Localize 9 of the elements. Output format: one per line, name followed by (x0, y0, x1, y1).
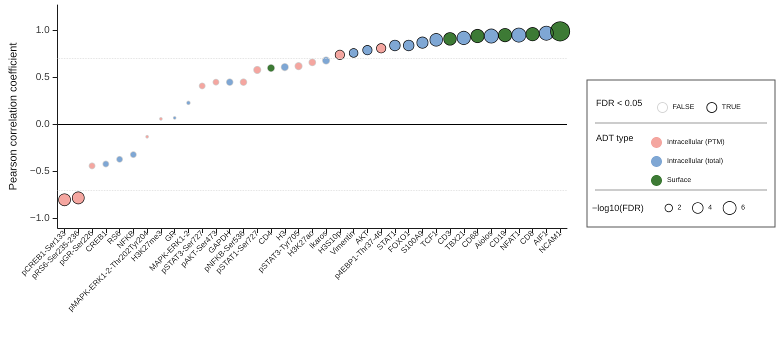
text: FDR < 0.05 (596, 98, 642, 108)
y-tick-label: −0.5 (30, 166, 50, 178)
y-axis-title: Pearson correlation coefficient (8, 42, 20, 190)
y-tick-label: 1.0 (36, 24, 50, 36)
y-tick-label: −1.0 (30, 213, 50, 224)
text: −log10(FDR) (592, 203, 644, 213)
y-tick-label: 0.0 (36, 119, 50, 130)
y-tick-label: 0.5 (36, 72, 50, 83)
text: ADT type (596, 133, 634, 143)
